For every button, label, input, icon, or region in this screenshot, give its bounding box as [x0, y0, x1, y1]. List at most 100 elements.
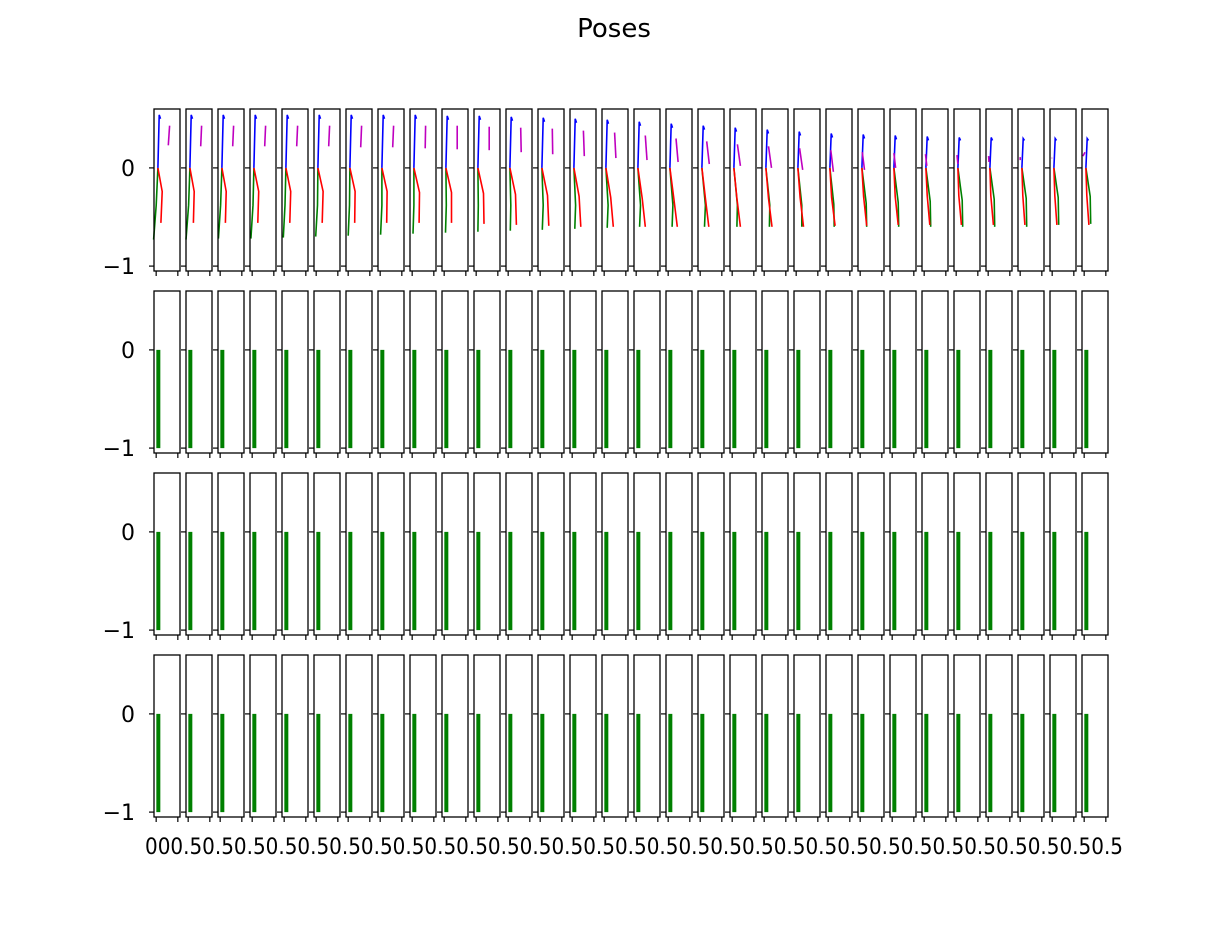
subplot-r3-c26: [949, 473, 980, 640]
subplot-r4-c29: [1045, 655, 1076, 822]
subplot-r2-c26: [949, 291, 980, 458]
subplot-r3-c22: [821, 473, 852, 640]
subplot-row-4: [149, 655, 1108, 822]
subplot-r1-c22: [821, 109, 852, 276]
subplot-r2-c7: [341, 291, 372, 458]
axes-frame: [698, 109, 724, 271]
subplot-r4-c15: [597, 655, 628, 822]
pose-arm-line: [1083, 152, 1085, 156]
subplot-r1-c18: [693, 109, 724, 276]
subplot-r4-c3: [213, 655, 244, 822]
subplot-r4-c7: [341, 655, 372, 822]
subplot-r1-c13: [533, 109, 564, 276]
pose-left-line: [283, 168, 286, 238]
pose-left-line: [218, 168, 222, 239]
pose-arm-line: [831, 150, 834, 172]
subplot-r2-c21: [789, 291, 820, 458]
subplot-r2-c1: [149, 291, 180, 458]
figure-title: Poses: [0, 14, 1228, 44]
pose-arm-line: [957, 155, 958, 164]
pose-spine-line: [990, 138, 993, 168]
y-tick-label: 0: [121, 521, 135, 546]
subplot-r1-c6: [309, 109, 340, 276]
pose-arm-line: [329, 126, 330, 147]
subplot-r2-c8: [373, 291, 404, 458]
subplot-r3-c12: [501, 473, 532, 640]
pose-spine-line: [734, 128, 737, 168]
subplot-r3-c17: [661, 473, 692, 640]
subplot-row-3: [149, 473, 1108, 640]
pose-left-line: [348, 168, 350, 236]
subplot-r1-c25: [917, 109, 948, 276]
subplot-r3-c6: [309, 473, 340, 640]
subplot-r4-c24: [885, 655, 916, 822]
pose-arm-line: [361, 126, 362, 148]
subplot-r3-c3: [213, 473, 244, 640]
subplot-r3-c24: [885, 473, 916, 640]
subplot-r3-c9: [405, 473, 436, 640]
pose-left-line: [251, 168, 254, 239]
pose-left-line: [446, 168, 447, 233]
subplot-r4-c23: [853, 655, 884, 822]
pose-left-line: [510, 168, 511, 231]
axes-frame: [826, 109, 852, 271]
subplot-r1-c4: [245, 109, 276, 276]
pose-spine-line: [414, 115, 417, 168]
subplot-r2-c17: [661, 291, 692, 458]
subplot-r1-c9: [405, 109, 436, 276]
subplot-r2-c9: [405, 291, 436, 458]
pose-right-line: [670, 168, 677, 227]
subplot-r1-c21: [789, 109, 820, 276]
axes-frame: [634, 109, 660, 271]
pose-spine-line: [670, 124, 673, 168]
subplot-r4-c2: [181, 655, 212, 822]
pose-arm-line: [769, 146, 772, 168]
subplot-r3-c15: [597, 473, 628, 640]
subplot-r2-c27: [981, 291, 1012, 458]
subplot-r4-c1: [149, 655, 180, 822]
subplot-r3-c5: [277, 473, 308, 640]
subplot-r4-c10: [437, 655, 468, 822]
pose-right-line: [254, 168, 259, 223]
subplot-r4-c17: [661, 655, 692, 822]
subplot-r4-c30: [1077, 655, 1108, 822]
pose-arm-line: [393, 126, 394, 148]
subplot-r3-c20: [757, 473, 788, 640]
pose-spine-line: [286, 115, 289, 168]
subplot-r2-c14: [565, 291, 596, 458]
pose-right-line: [638, 168, 645, 227]
subplot-r2-c30: [1077, 291, 1108, 458]
subplot-r2-c4: [245, 291, 276, 458]
y-tick-label: −1: [103, 801, 135, 826]
subplot-r2-c18: [693, 291, 724, 458]
pose-right-line: [798, 168, 804, 227]
axes-frame: [794, 109, 820, 271]
subplot-r4-c9: [405, 655, 436, 822]
pose-spine-line: [1086, 139, 1089, 168]
subplot-r4-c6: [309, 655, 340, 822]
subplot-r2-c5: [277, 291, 308, 458]
subplot-r1-c3: [213, 109, 244, 276]
pose-spine-line: [574, 119, 577, 168]
subplot-r4-c4: [245, 655, 276, 822]
pose-spine-line: [702, 126, 705, 168]
subplot-r4-c22: [821, 655, 852, 822]
subplot-r1-c29: [1045, 109, 1076, 276]
axes-frame: [762, 109, 788, 271]
subplot-r1-c10: [437, 109, 468, 276]
pose-arm-line: [615, 133, 616, 159]
pose-spine-line: [446, 116, 449, 168]
pose-arm-line: [265, 126, 266, 147]
pose-spine-line: [542, 118, 545, 168]
y-tick-label: 0: [121, 339, 135, 364]
pose-left-line: [381, 168, 382, 235]
pose-spine-line: [1022, 139, 1025, 168]
pose-arm-line: [707, 141, 710, 164]
subplot-r2-c12: [501, 291, 532, 458]
y-tick-label: 0: [121, 157, 135, 182]
subplot-r4-c25: [917, 655, 948, 822]
pose-arm-line: [676, 139, 678, 163]
subplot-r1-c17: [661, 109, 692, 276]
subplot-r4-c26: [949, 655, 980, 822]
subplot-r3-c30: [1077, 473, 1108, 640]
